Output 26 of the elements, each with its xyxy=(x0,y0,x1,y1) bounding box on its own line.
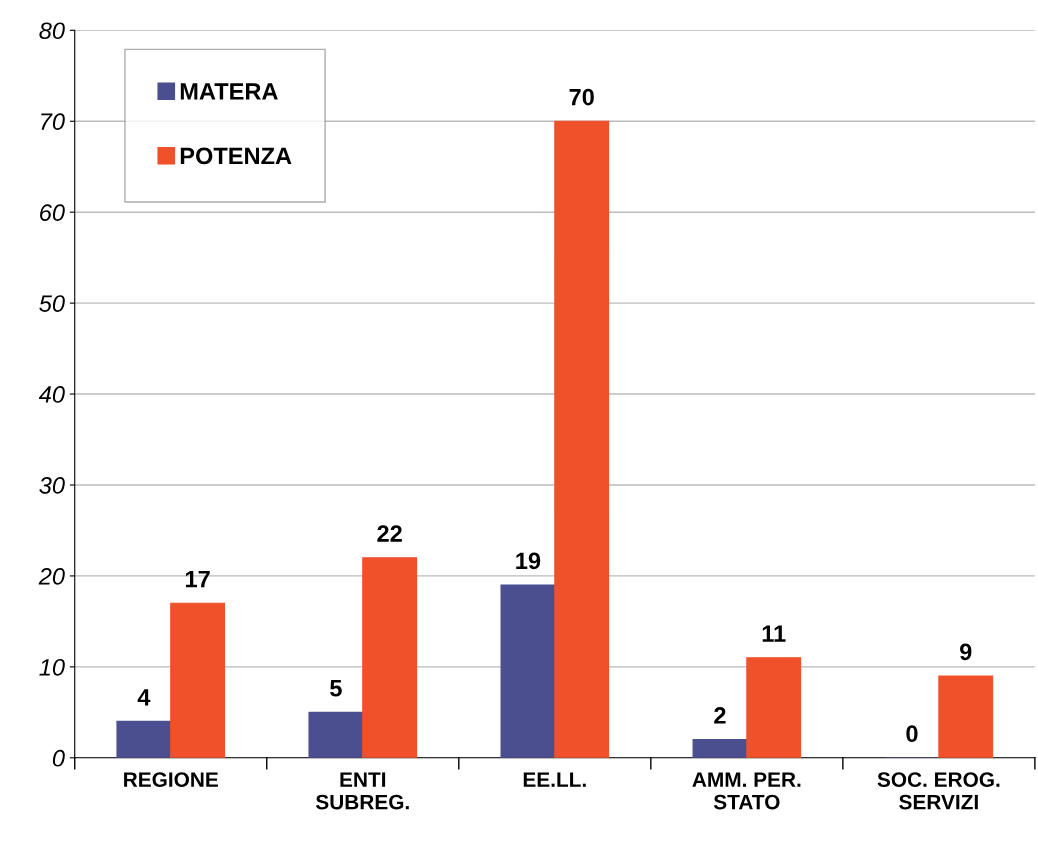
y-tick-label: 40 xyxy=(38,386,65,403)
data-label: 9 xyxy=(960,643,972,661)
data-label: 5 xyxy=(330,680,342,697)
data-label: 4 xyxy=(137,689,151,706)
legend-label: POTENZA xyxy=(180,147,292,165)
legend-label: MATERA xyxy=(180,83,278,100)
x-tick-label: AMM. PER. STATO xyxy=(692,772,801,810)
data-label: 70 xyxy=(569,88,594,106)
y-tick-label: 20 xyxy=(38,568,65,585)
y-tick-label: 30 xyxy=(39,477,65,494)
data-label: 19 xyxy=(516,552,541,570)
x-tick-label: REGIONE xyxy=(124,772,218,787)
x-tick-label: SOC. EROG. SERVIZI xyxy=(877,772,1000,810)
y-tick-label: 80 xyxy=(39,22,65,40)
data-label: 11 xyxy=(762,625,786,642)
data-label: 22 xyxy=(377,525,402,542)
y-tick-label: 50 xyxy=(39,295,65,312)
x-tick-label: EE.LL. xyxy=(523,772,586,787)
y-tick-label: 0 xyxy=(52,749,65,767)
y-tick-label: 70 xyxy=(41,113,65,131)
y-tick-label: 10 xyxy=(39,658,65,676)
y-tick-label: 60 xyxy=(40,204,65,221)
data-label: 17 xyxy=(185,570,210,588)
data-label: 2 xyxy=(714,707,726,724)
x-tick-label: ENTI SUBREG. xyxy=(315,772,409,810)
data-label: 0 xyxy=(906,725,918,743)
